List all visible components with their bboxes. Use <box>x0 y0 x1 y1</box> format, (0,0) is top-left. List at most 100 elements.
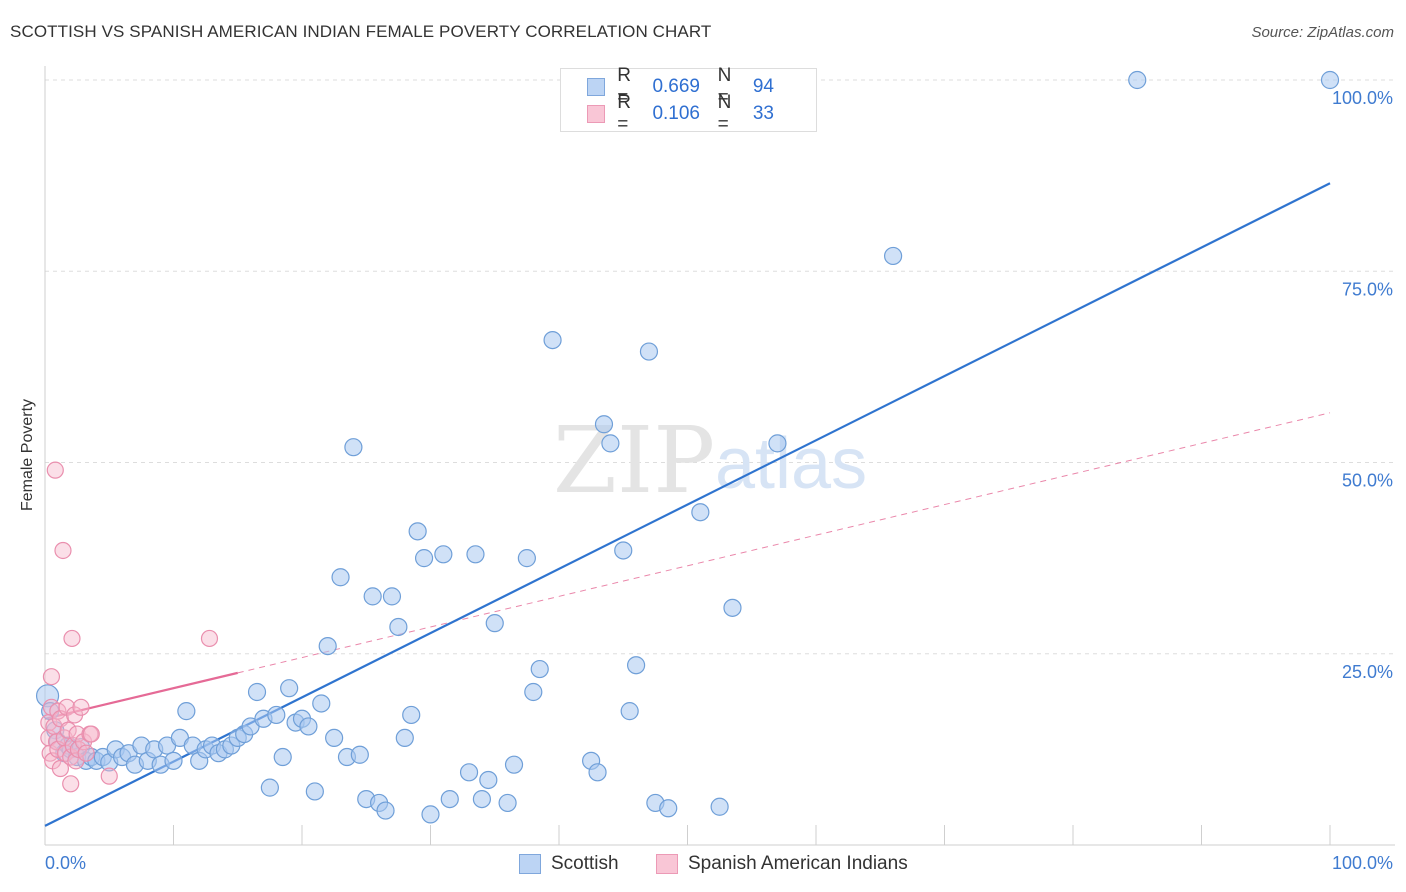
legend-r-label: R = <box>617 65 631 108</box>
bottom-legend-label-spanish-american-indians: Spanish American Indians <box>688 853 908 874</box>
data-point-scottish <box>299 717 318 736</box>
points-scottish <box>35 70 1340 824</box>
data-point-scottish <box>164 751 183 770</box>
data-point-scottish <box>723 598 742 617</box>
data-point-scottish <box>325 728 344 748</box>
data-point-scottish <box>389 617 408 637</box>
data-point-scottish <box>434 545 453 564</box>
data-point-scottish <box>883 246 903 266</box>
data-point-scottish <box>382 587 402 606</box>
data-point-scottish <box>691 503 710 522</box>
data-point-spanish-american-indians <box>54 541 72 560</box>
data-point-spanish-american-indians <box>82 725 100 743</box>
bottom-legend-spanish-american-indians: Spanish American Indians <box>656 850 908 878</box>
data-point-scottish <box>421 805 440 824</box>
data-point-scottish <box>504 755 524 774</box>
data-point-scottish <box>530 659 549 679</box>
legend-row-scottish: R = 0.669 N = 94 <box>561 65 816 108</box>
bottom-legend-swatch-scottish <box>519 854 541 874</box>
data-point-scottish <box>363 587 382 606</box>
data-point-scottish <box>408 522 427 541</box>
x-tick-label: 0.0% <box>45 853 86 873</box>
legend-swatch-spanish-american-indians <box>587 105 606 123</box>
legend-row-spanish-american-indians: R = 0.106 N = 33 <box>561 92 816 135</box>
legend-n-label: N = <box>717 92 732 135</box>
tick-labels: 25.0% 50.0% 75.0% 100.0% 0.0% 100.0% <box>45 88 1393 873</box>
data-point-scottish <box>440 789 459 809</box>
data-point-scottish <box>620 702 639 721</box>
data-point-spanish-american-indians <box>72 698 90 716</box>
data-point-scottish <box>588 763 607 782</box>
data-point-scottish <box>331 568 350 587</box>
points-spanish-american-indians <box>40 461 219 793</box>
legend-swatch-scottish <box>587 78 606 96</box>
data-point-scottish <box>260 778 279 797</box>
data-point-scottish <box>267 705 286 725</box>
data-point-scottish <box>614 541 633 560</box>
data-point-spanish-american-indians <box>100 767 118 785</box>
correlation-legend: R = 0.669 N = 94 R = 0.106 N = 33 <box>560 65 817 135</box>
y-tick-label: 50.0% <box>1342 471 1393 491</box>
bottom-legend-scottish: Scottish <box>519 850 619 878</box>
grid-lines <box>45 79 1395 655</box>
y-tick-label: 75.0% <box>1342 279 1393 299</box>
legend-r-value: 0.106 <box>652 103 700 124</box>
trend-line-spanish-american-indians <box>44 671 239 720</box>
data-point-spanish-american-indians <box>59 721 77 739</box>
legend-n-value: 33 <box>752 103 774 124</box>
bottom-legend-swatch-spanish-american-indians <box>656 854 678 874</box>
data-point-scottish <box>543 331 562 350</box>
data-point-scottish <box>247 682 267 702</box>
trend-line-extension-spanish-american-indians <box>237 412 1331 674</box>
legend-r-label: R = <box>617 92 631 135</box>
legend-n-value: 94 <box>752 76 774 97</box>
watermark-atlas: atlas <box>715 424 867 504</box>
data-point-spanish-american-indians <box>51 759 70 778</box>
data-point-scottish <box>768 434 787 453</box>
y-tick-label: 25.0% <box>1342 662 1393 682</box>
data-point-spanish-american-indians <box>62 775 80 793</box>
data-point-scottish <box>517 549 536 568</box>
data-point-scottish <box>479 770 498 790</box>
data-point-scottish <box>498 793 517 813</box>
data-point-spanish-american-indians <box>77 744 95 762</box>
data-point-scottish <box>459 763 479 782</box>
data-point-spanish-american-indians <box>42 668 61 686</box>
data-point-scottish <box>485 614 504 633</box>
watermark: ZIP atlas <box>553 407 867 514</box>
legend-n-label: N = <box>717 65 732 108</box>
bottom-legend-label-scottish: Scottish <box>551 853 619 874</box>
data-point-scottish <box>466 545 485 564</box>
data-point-scottish <box>710 797 729 816</box>
data-point-scottish <box>659 799 678 818</box>
data-point-scottish <box>305 782 324 801</box>
data-point-scottish <box>601 434 620 453</box>
trend-lines-spanish-american-indians <box>44 412 1331 720</box>
data-point-scottish <box>177 702 196 721</box>
watermark-zip: ZIP <box>553 407 715 514</box>
data-point-scottish <box>376 801 395 820</box>
data-point-spanish-american-indians <box>63 629 81 648</box>
data-point-scottish <box>402 705 421 725</box>
data-point-spanish-american-indians <box>200 629 219 648</box>
data-point-scottish <box>395 728 414 748</box>
data-point-scottish <box>472 789 491 809</box>
chart-title: SCOTTISH VS SPANISH AMERICAN INDIAN FEMA… <box>10 22 712 41</box>
data-point-scottish <box>639 342 659 361</box>
data-point-scottish <box>1320 70 1340 90</box>
data-point-scottish <box>626 656 646 675</box>
x-tick-label: 100.0% <box>1332 853 1393 873</box>
data-point-scottish <box>312 694 331 713</box>
data-point-scottish <box>350 745 369 764</box>
data-point-scottish <box>280 679 299 698</box>
data-point-spanish-american-indians <box>46 461 64 479</box>
data-point-scottish <box>414 549 434 568</box>
data-point-scottish <box>273 747 292 767</box>
data-point-scottish <box>344 438 363 457</box>
source-label: Source: ZipAtlas.com <box>1251 24 1394 41</box>
data-point-scottish <box>524 682 543 702</box>
legend-r-value: 0.669 <box>652 76 700 97</box>
y-tick-label: 100.0% <box>1332 88 1393 108</box>
data-point-scottish <box>1128 70 1147 90</box>
